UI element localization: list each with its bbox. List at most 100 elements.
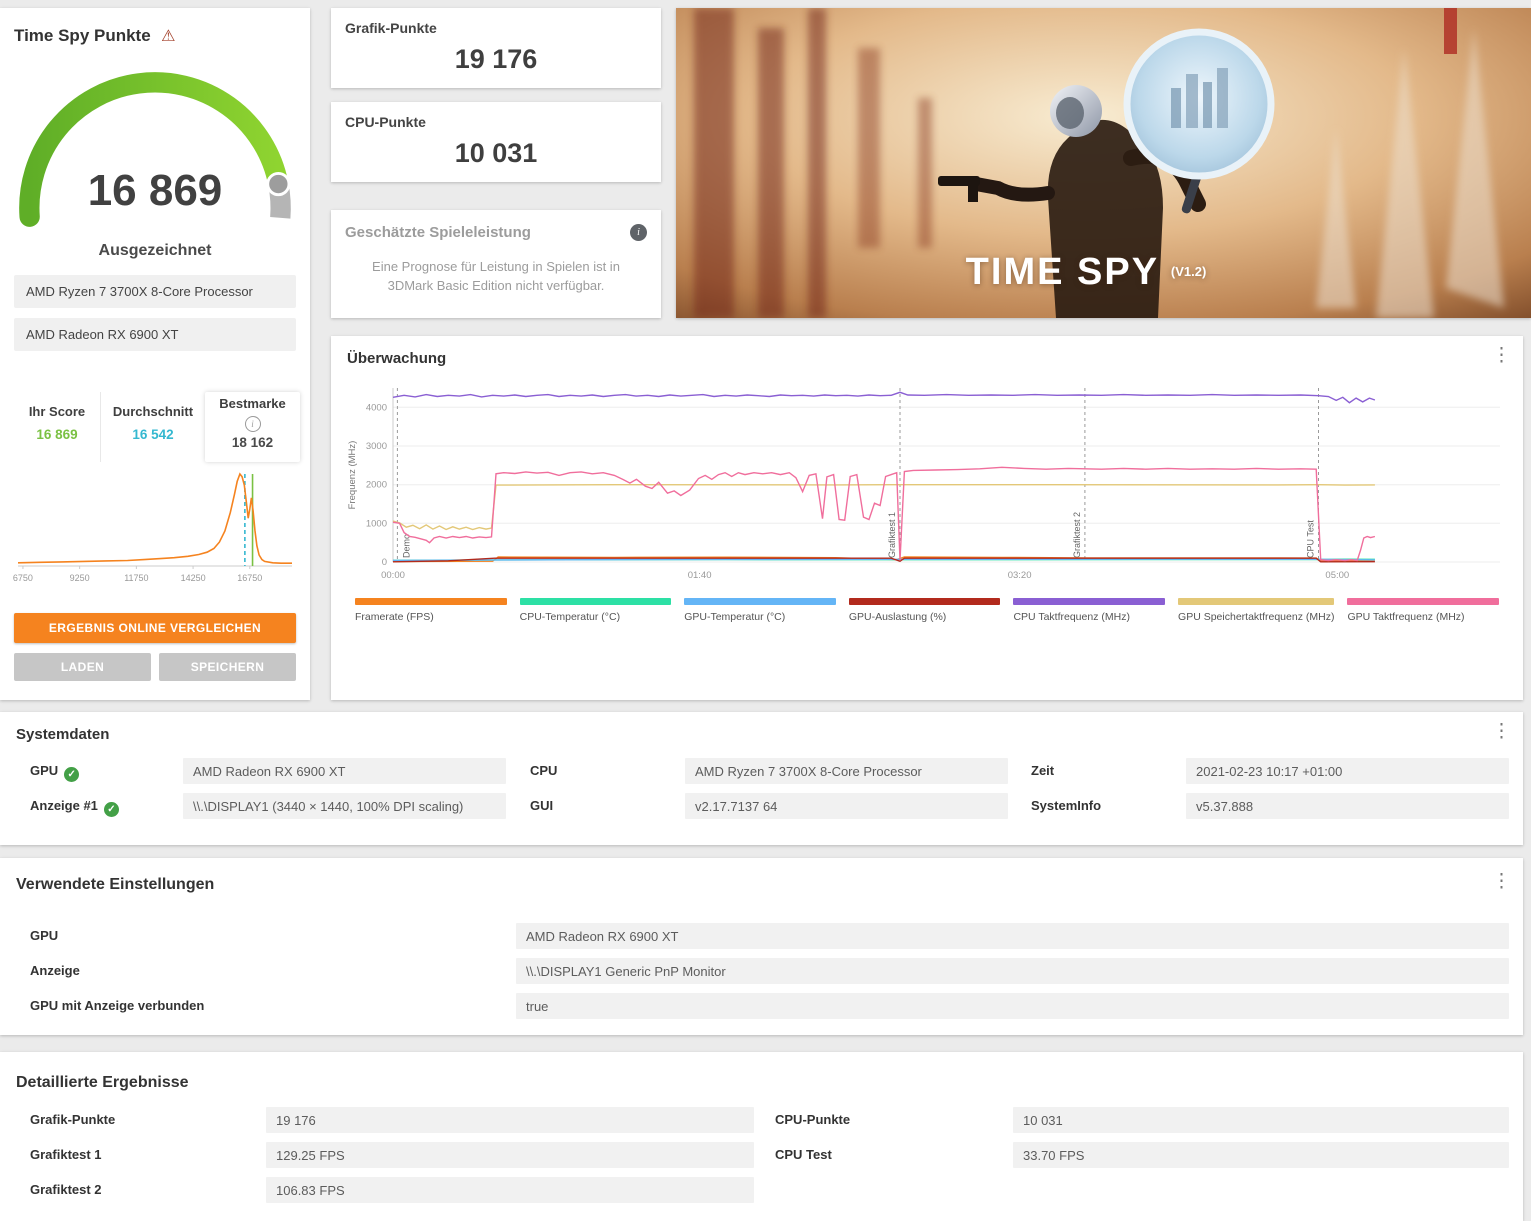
score-rating: Ausgezeichnet	[98, 242, 212, 259]
average-score-value: 16 542	[132, 427, 174, 442]
det-cpu-test-label: CPU Test	[775, 1147, 832, 1162]
estimated-performance-card: Geschätzte Spieleleistung i Eine Prognos…	[331, 210, 661, 318]
legend-item-gpu-mem-clock[interactable]: GPU Speichertaktfrequenz (MHz)	[1178, 598, 1335, 623]
cpu-score-label: CPU-Punkte	[345, 114, 426, 130]
legend-item-gpu-clock[interactable]: GPU Taktfrequenz (MHz)	[1347, 598, 1500, 623]
monitoring-menu-icon[interactable]: ⋮	[1492, 345, 1511, 366]
svg-text:Grafiktest 2: Grafiktest 2	[1072, 512, 1082, 558]
best-score-info-icon[interactable]: i	[244, 416, 261, 432]
svg-text:01:40: 01:40	[688, 570, 712, 581]
monitoring-title: Überwachung	[347, 350, 447, 367]
sys-cpu-label: CPU	[530, 763, 558, 778]
hero-title-text: TIME SPY	[965, 251, 1159, 293]
cpu-score-card: CPU-Punkte 10 031	[331, 102, 661, 182]
svg-text:11750: 11750	[124, 573, 148, 583]
legend-color-framerate	[355, 598, 507, 605]
set-gpu-value: AMD Radeon RX 6900 XT	[516, 923, 1509, 949]
score-gauge-svg	[19, 72, 291, 227]
det-graphics-score-value: 19 176	[266, 1107, 754, 1133]
detailed-results-title: Detaillierte Ergebnisse	[16, 1074, 189, 1091]
your-score-value: 16 869	[36, 427, 78, 442]
sys-gui-label: GUI	[530, 798, 554, 813]
your-score-column: Ihr Score 16 869	[14, 392, 100, 462]
det-cpu-test-value: 33.70 FPS	[1013, 1142, 1509, 1168]
sys-display-label: Anzeige #1 ✓	[30, 798, 119, 817]
legend-color-gpu-clock	[1347, 598, 1500, 605]
detailed-results-panel: Detaillierte Ergebnisse Grafik-Punkte 19…	[0, 1052, 1523, 1221]
used-settings-title: Verwendete Einstellungen	[16, 876, 215, 893]
sys-gpu-value: AMD Radeon RX 6900 XT	[183, 758, 506, 784]
svg-text:2000: 2000	[366, 480, 387, 491]
svg-text:14250: 14250	[181, 573, 206, 583]
gpu-valid-check-icon: ✓	[64, 767, 80, 782]
svg-text:CPU Test: CPU Test	[1306, 520, 1316, 558]
svg-text:3000: 3000	[366, 441, 387, 452]
best-score-value: 18 162	[231, 435, 274, 450]
average-score-label: Durchschnitt	[112, 404, 194, 419]
legend-color-gpu-usage	[848, 598, 1001, 605]
your-score-label: Ihr Score	[28, 404, 86, 419]
legend-color-gpu-mem-clock	[1178, 598, 1335, 605]
system-data-title: Systemdaten	[16, 726, 110, 743]
cpu-name-box: AMD Ryzen 7 3700X 8-Core Processor	[14, 275, 296, 308]
legend-item-cpu-temp[interactable]: CPU-Temperatur (°C)	[519, 598, 672, 623]
graphics-score-value: 19 176	[454, 44, 538, 74]
best-score-column[interactable]: Bestmarke i 18 162	[205, 392, 300, 462]
estimated-performance-text: Eine Prognose für Leistung in Spielen is…	[372, 259, 620, 293]
monitoring-panel: Überwachung ⋮ 0 1000 2000 3000 4000 00:00 01:4…	[331, 336, 1523, 700]
graphics-score-label: Grafik-Punkte	[345, 20, 437, 36]
gpu-name-box: AMD Radeon RX 6900 XT	[14, 318, 296, 351]
sys-cpu-value: AMD Ryzen 7 3700X 8-Core Processor	[685, 758, 1008, 784]
det-graphics-score-label: Grafik-Punkte	[30, 1112, 116, 1127]
system-data-panel: Systemdaten ⋮ GPU ✓ AMD Radeon RX 6900 XT…	[0, 712, 1523, 845]
average-score-column: Durchschnitt 16 542	[100, 392, 205, 462]
best-score-label: Bestmarke	[219, 396, 286, 411]
cpu-score-value: 10 031	[454, 138, 538, 168]
hero-version: (V1.2)	[1170, 264, 1207, 279]
hero-banner: TIME SPY (V1.2)	[676, 8, 1531, 318]
score-compare-row: Ihr Score 16 869 Durchschnitt 16 542 Bes…	[14, 392, 300, 464]
compare-online-button[interactable]: ERGEBNIS ONLINE VERGLEICHEN	[14, 613, 296, 643]
svg-text:Grafiktest 1: Grafiktest 1	[887, 512, 897, 558]
load-button[interactable]: LADEN	[14, 653, 151, 681]
legend-item-gpu-temp[interactable]: GPU-Temperatur (°C)	[684, 598, 836, 623]
legend-color-cpu-clock	[1013, 598, 1166, 605]
det-gt1-label: Grafiktest 1	[30, 1147, 102, 1162]
legend-item-cpu-clock[interactable]: CPU Taktfrequenz (MHz)	[1013, 598, 1166, 623]
legend-color-gpu-temp	[684, 598, 836, 605]
svg-text:05:00: 05:00	[1325, 570, 1349, 581]
det-cpu-score-label: CPU-Punkte	[775, 1112, 851, 1127]
total-score: 16 869	[87, 166, 223, 215]
sys-gui-value: v2.17.7137 64	[685, 793, 1008, 819]
score-panel-title: Time Spy Punkte	[14, 26, 151, 45]
used-settings-menu-icon[interactable]: ⋮	[1492, 871, 1511, 892]
det-gt2-value: 106.83 FPS	[266, 1177, 754, 1203]
sys-gpu-label: GPU ✓	[30, 763, 80, 782]
used-settings-panel: Verwendete Einstellungen ⋮ GPU AMD Radeo…	[0, 858, 1523, 1035]
warning-icon[interactable]: ⚠	[161, 28, 176, 45]
svg-text:16750: 16750	[237, 573, 262, 583]
svg-text:03:20: 03:20	[1008, 570, 1032, 581]
set-gpu-label: GPU	[30, 928, 59, 943]
time-spy-score-panel: Time Spy Punkte ⚠ 16 869 Ausgezeichnet A…	[0, 8, 310, 700]
estimated-performance-label: Geschätzte Spieleleistung	[345, 224, 531, 241]
estimate-info-icon[interactable]: i	[630, 224, 647, 241]
det-cpu-score-value: 10 031	[1013, 1107, 1509, 1133]
chart-legend: Framerate (FPS) CPU-Temperatur (°C) GPU-…	[355, 598, 1500, 623]
svg-text:Demo: Demo	[401, 534, 411, 558]
set-gpu-connected-label: GPU mit Anzeige verbunden	[30, 998, 205, 1013]
score-histogram-svg: 6750 9250 11750 14250 16750	[13, 472, 292, 583]
set-display-label: Anzeige	[30, 963, 80, 978]
sys-systeminfo-value: v5.37.888	[1186, 793, 1509, 819]
legend-color-cpu-temp	[519, 598, 672, 605]
sys-time-value: 2021-02-23 10:17 +01:00	[1186, 758, 1509, 784]
svg-text:Frequenz (MHz): Frequenz (MHz)	[347, 441, 358, 510]
legend-item-gpu-usage[interactable]: GPU-Auslastung (%)	[848, 598, 1001, 623]
system-data-menu-icon[interactable]: ⋮	[1492, 721, 1511, 742]
legend-item-framerate[interactable]: Framerate (FPS)	[355, 598, 507, 623]
hero-artwork	[676, 8, 1531, 318]
graphics-score-card: Grafik-Punkte 19 176	[331, 8, 661, 88]
save-button[interactable]: SPEICHERN	[159, 653, 296, 681]
sys-systeminfo-label: SystemInfo	[1031, 798, 1102, 813]
det-gt2-label: Grafiktest 2	[30, 1182, 102, 1197]
